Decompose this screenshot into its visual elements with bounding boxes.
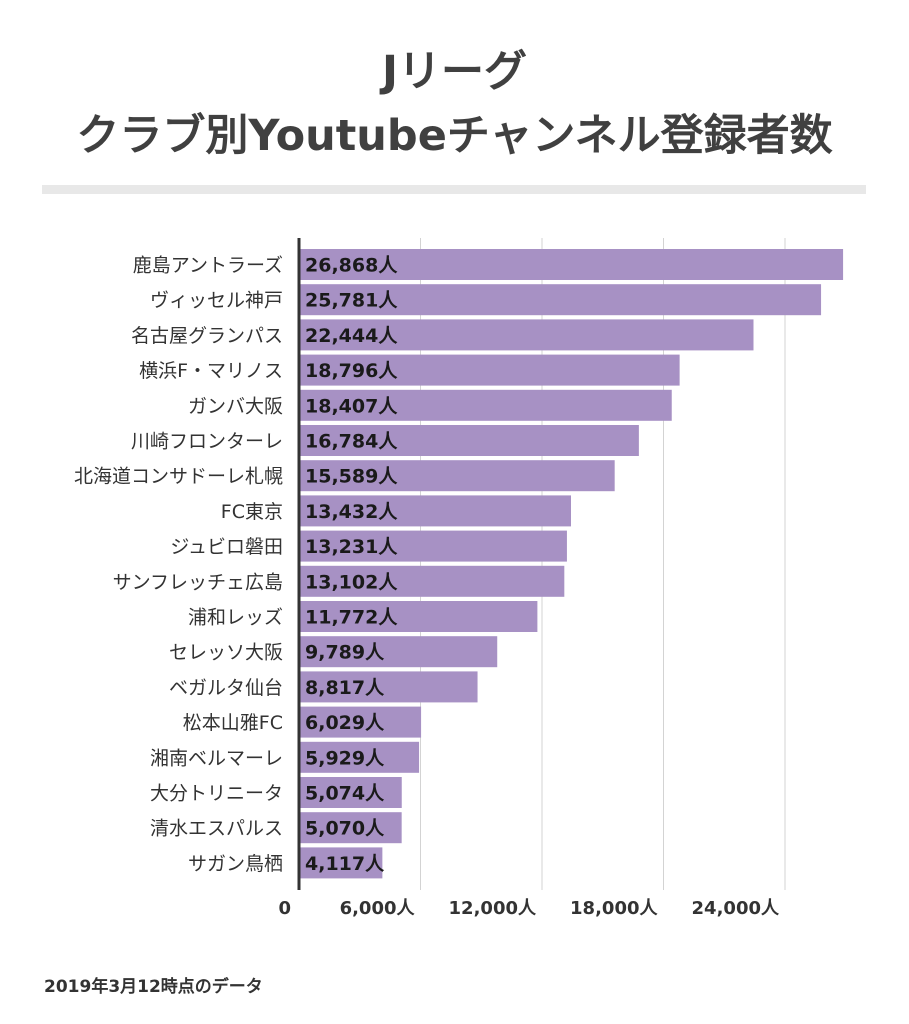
category-label-6: 北海道コンサドーレ札幌 bbox=[74, 466, 283, 488]
bar-8 bbox=[299, 530, 567, 562]
value-label-3: 18,796人 bbox=[305, 360, 398, 382]
bar-1 bbox=[299, 284, 822, 316]
category-label-17: サガン鳥栖 bbox=[188, 853, 283, 875]
bar-9 bbox=[299, 565, 565, 597]
category-label-0: 鹿島アントラーズ bbox=[133, 255, 283, 277]
bar-2 bbox=[299, 319, 754, 351]
value-label-15: 5,074人 bbox=[305, 783, 385, 805]
data-date-footnote: 2019年3月12時点のデータ bbox=[44, 977, 263, 997]
category-label-8: ジュビロ磐田 bbox=[170, 536, 283, 558]
category-label-10: 浦和レッズ bbox=[188, 607, 283, 629]
value-label-2: 22,444人 bbox=[305, 325, 398, 347]
category-label-7: FC東京 bbox=[221, 501, 283, 523]
category-label-13: 松本山雅FC bbox=[183, 712, 283, 734]
x-tick-label-0: 0 bbox=[278, 898, 291, 919]
category-label-2: 名古屋グランパス bbox=[131, 325, 283, 347]
title-divider bbox=[42, 185, 866, 194]
bar-14 bbox=[299, 741, 420, 773]
value-label-0: 26,868人 bbox=[305, 255, 398, 277]
value-label-7: 13,432人 bbox=[305, 501, 398, 523]
value-label-4: 18,407人 bbox=[305, 395, 398, 417]
bar-16 bbox=[299, 812, 402, 844]
value-label-8: 13,231人 bbox=[305, 536, 398, 558]
category-label-5: 川崎フロンターレ bbox=[131, 431, 283, 453]
value-label-14: 5,929人 bbox=[305, 747, 385, 769]
bar-0 bbox=[299, 249, 844, 280]
value-label-13: 6,029人 bbox=[305, 712, 385, 734]
bar-5 bbox=[299, 425, 639, 456]
value-label-11: 9,789人 bbox=[305, 642, 385, 664]
value-label-5: 16,784人 bbox=[305, 431, 398, 453]
value-label-16: 5,070人 bbox=[305, 818, 385, 840]
x-tick-label-4: 24,000人 bbox=[692, 898, 780, 919]
category-label-16: 清水エスパルス bbox=[150, 818, 283, 840]
bar-12 bbox=[299, 671, 478, 703]
bar-11 bbox=[299, 636, 498, 668]
bar-7 bbox=[299, 495, 571, 527]
chart-title-line-1: Jリーグ bbox=[382, 47, 527, 97]
bar-17 bbox=[299, 847, 383, 879]
bar-3 bbox=[299, 354, 680, 386]
category-label-11: セレッソ大阪 bbox=[169, 642, 283, 664]
chart-title: Jリーグ クラブ別Youtubeチャンネル登録者数 bbox=[0, 40, 909, 168]
category-label-12: ベガルタ仙台 bbox=[169, 677, 283, 699]
x-tick-label-3: 18,000人 bbox=[570, 898, 658, 919]
category-label-3: 横浜F・マリノス bbox=[139, 360, 283, 382]
category-label-1: ヴィッセル神戸 bbox=[150, 290, 283, 312]
category-label-9: サンフレッチェ広島 bbox=[113, 571, 283, 593]
chart-title-line-2: クラブ別Youtubeチャンネル登録者数 bbox=[76, 111, 833, 161]
x-tick-label-2: 12,000人 bbox=[449, 898, 537, 919]
category-label-15: 大分トリニータ bbox=[150, 783, 283, 805]
bar-10 bbox=[299, 601, 538, 632]
value-label-10: 11,772人 bbox=[305, 607, 398, 629]
x-tick-label-1: 6,000人 bbox=[340, 898, 416, 919]
bar-6 bbox=[299, 460, 615, 492]
value-label-6: 15,589人 bbox=[305, 466, 398, 488]
value-label-9: 13,102人 bbox=[305, 571, 398, 593]
category-label-14: 湘南ベルマーレ bbox=[150, 747, 283, 769]
bar-13 bbox=[299, 706, 422, 738]
value-label-1: 25,781人 bbox=[305, 290, 398, 312]
value-label-12: 8,817人 bbox=[305, 677, 385, 699]
bar-4 bbox=[299, 389, 672, 421]
category-label-4: ガンバ大阪 bbox=[188, 395, 283, 417]
value-label-17: 4,117人 bbox=[305, 853, 385, 875]
bar-15 bbox=[299, 777, 402, 808]
